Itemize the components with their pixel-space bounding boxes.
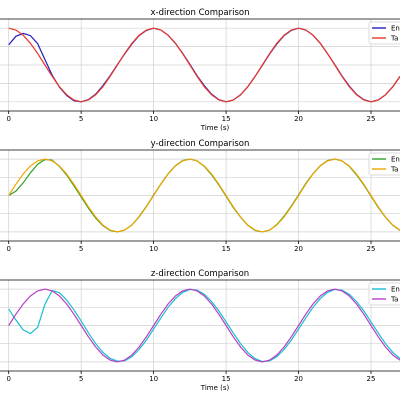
x-tick-label: 5 (79, 115, 83, 123)
y-chart-title: y-direction Comparison (151, 139, 250, 149)
x-legend-label: Ta (390, 35, 398, 43)
x-legend: En Ta (368, 21, 400, 45)
y-series-target-line (8, 158, 400, 233)
z-legend-label: En (391, 286, 400, 294)
x-tick-label: 20 (294, 115, 303, 123)
y-legend-label: Ta (390, 166, 398, 174)
y-legend: En Ta (368, 152, 400, 176)
x-direction-panel: 0 5 10 15 20 25 x-direction Comparison Time (s)… (0, 8, 400, 132)
x-legend-label: En (391, 25, 400, 33)
z-tick-label: 5 (79, 375, 83, 383)
y-tick-label: 10 (149, 245, 158, 253)
y-legend-label: En (391, 156, 400, 164)
z-tick-label: 0 (6, 375, 10, 383)
z-tick-label: 15 (222, 375, 231, 383)
y-direction-panel: 0 5 10 15 20 25 y-direction Comparison En Ta (0, 139, 400, 253)
z-chart-title: z-direction Comparison (151, 269, 249, 279)
y-tick-label: 20 (294, 245, 303, 253)
y-tick-label: 25 (367, 245, 376, 253)
x-series-target-line (8, 27, 400, 103)
z-series-target-line (8, 288, 400, 363)
z-tick-label: 20 (294, 375, 303, 383)
x-tick-label: 25 (367, 115, 376, 123)
z-legend: En Ta (368, 282, 400, 306)
y-tick-label: 5 (79, 245, 83, 253)
x-grid (0, 19, 400, 111)
z-direction-panel: 0 5 10 15 20 25 z-direction Comparison Time (s)… (0, 269, 400, 392)
x-tick-label: 0 (6, 115, 10, 123)
z-x-axis-label: Time (s) (200, 384, 230, 392)
x-tick-label: 10 (149, 115, 158, 123)
z-legend-label: Ta (390, 296, 398, 304)
z-grid (0, 280, 400, 371)
x-chart-title: x-direction Comparison (151, 8, 250, 18)
x-x-axis-label: Time (s) (200, 124, 230, 132)
y-tick-label: 15 (222, 245, 231, 253)
x-tick-label: 15 (222, 115, 231, 123)
z-tick-label: 25 (367, 375, 376, 383)
y-tick-label: 0 (6, 245, 10, 253)
z-tick-label: 10 (149, 375, 158, 383)
